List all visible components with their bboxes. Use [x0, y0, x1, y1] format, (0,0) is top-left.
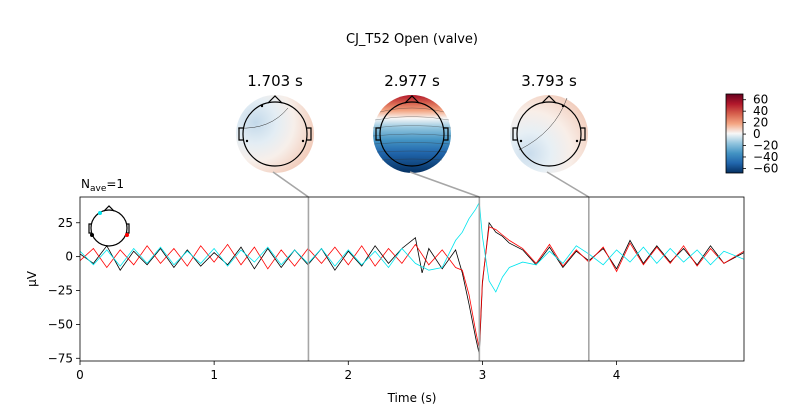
topomap-connectors: [272, 171, 590, 198]
colorbar-gradient: [725, 93, 744, 174]
series-layer: [80, 201, 744, 355]
y-axis-title: µV: [25, 270, 39, 287]
colorbar-tick-label: 20: [753, 116, 768, 130]
axes-frame: [79, 196, 745, 362]
x-tick-label: 3: [479, 368, 487, 382]
series-line-3: [80, 201, 744, 293]
topomap-time-label: 3.793 s: [521, 72, 577, 90]
nave-symbol: N: [81, 177, 90, 191]
colorbar-tick-label: 40: [753, 104, 768, 118]
y-tick-label: −75: [48, 351, 73, 365]
topomap-2: 2.977 s: [372, 72, 452, 173]
topomap-time-label: 1.703 s: [247, 72, 303, 90]
y-tick-label: −25: [48, 284, 73, 298]
head-outline-icon: [375, 95, 449, 167]
y-tick-label: 0: [65, 250, 73, 264]
sensor-dot: [125, 233, 129, 237]
y-tick-label: −50: [48, 317, 73, 331]
topomap-connector-line: [546, 171, 590, 198]
colorbar-tick-label: 60: [753, 93, 768, 107]
topomap-time-label: 2.977 s: [384, 72, 440, 90]
colorbar-tick-label: −40: [753, 150, 778, 164]
nave-subscript: ave: [90, 184, 107, 194]
x-axis-title: Time (s): [387, 391, 437, 405]
time-markers: [307, 197, 590, 361]
topomap-3: 3.793 s: [510, 72, 588, 173]
series-line-1: [80, 221, 744, 355]
topomap-field: [236, 95, 314, 173]
x-tick-label: 1: [210, 368, 218, 382]
sensor-dot: [90, 233, 94, 237]
x-tick-label: 2: [344, 368, 352, 382]
head-outline-icon: [512, 95, 586, 167]
y-tick-label: 25: [58, 216, 73, 230]
sensor-inset: [88, 205, 130, 247]
x-tick-label: 0: [76, 368, 84, 382]
series-line-2: [80, 226, 744, 349]
colorbar-tick-label: 0: [753, 127, 761, 141]
figure-title: CJ_T52 Open (valve): [346, 32, 478, 47]
topomap-connector-line: [272, 171, 309, 198]
sensor-dot: [98, 211, 102, 215]
y-axis-ticks: 25 0 −25 −50 −75: [48, 216, 80, 365]
topomap-1: 1.703 s: [236, 72, 314, 173]
head-outline-icon: [238, 95, 312, 167]
nave-label: Nave=1: [81, 177, 124, 194]
topomap-field: [510, 95, 588, 173]
topomap-connector-line: [409, 171, 480, 198]
colorbar-tick-label: −60: [753, 161, 778, 175]
topomap-contour: [518, 97, 568, 151]
head-outline-icon: [88, 205, 130, 247]
x-axis-ticks: 0 1 2 3 4: [76, 361, 620, 382]
colorbar-tick-label: −20: [753, 139, 778, 153]
x-tick-label: 4: [613, 368, 621, 382]
nave-value: =1: [106, 177, 124, 191]
plot-area: 0 1 2 3 4 25 0 −25 −50 −75: [48, 196, 745, 382]
